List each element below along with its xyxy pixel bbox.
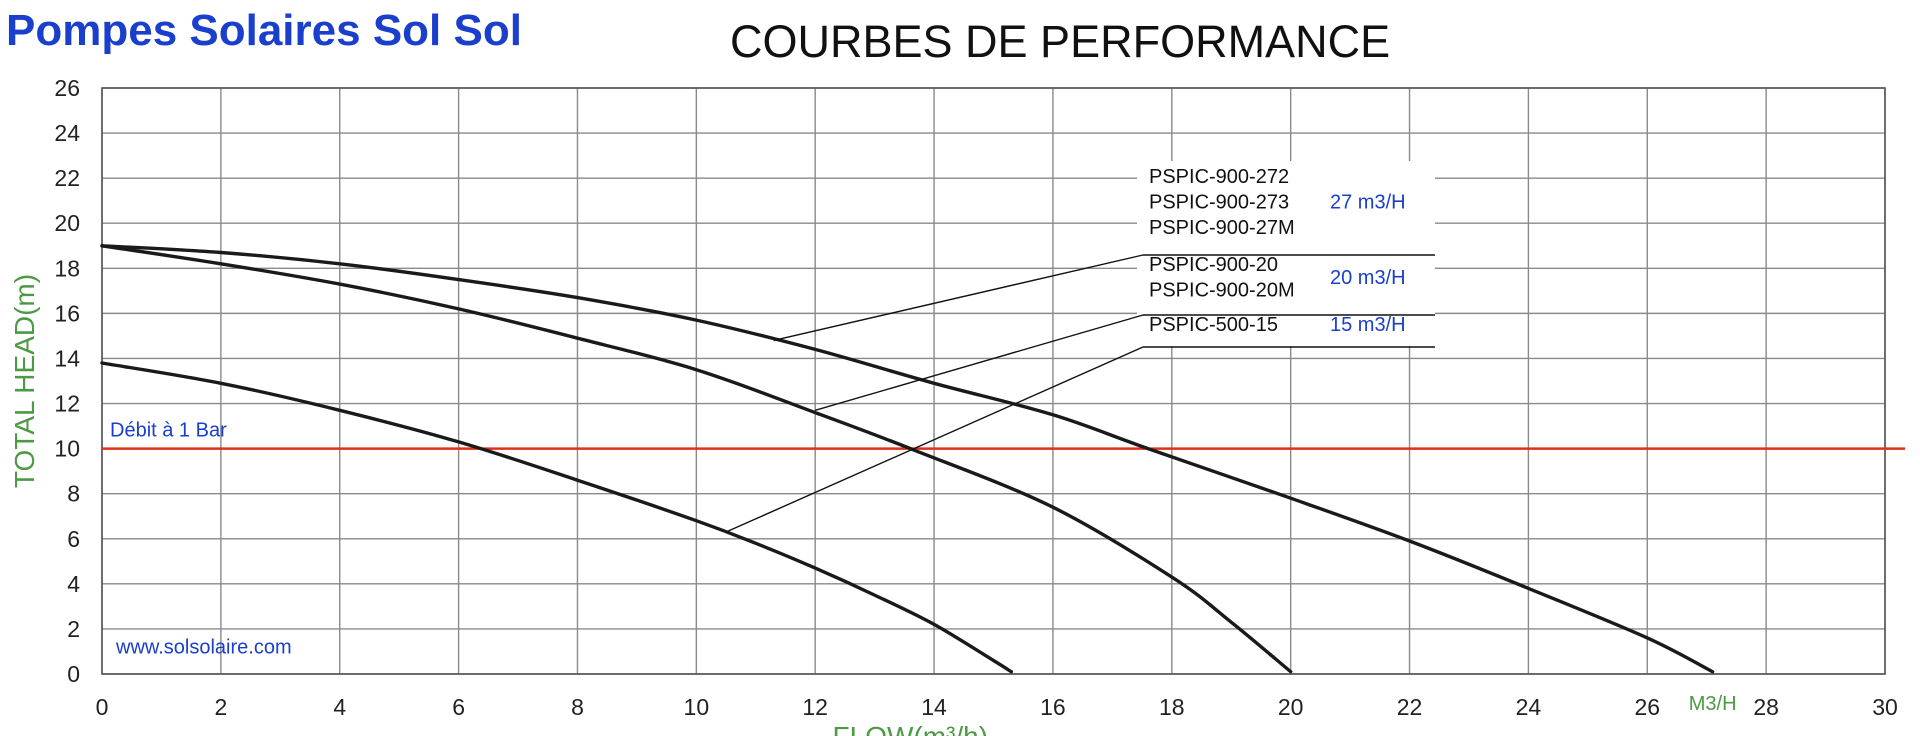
y-tick-label: 8 [67, 481, 80, 507]
y-tick-label: 6 [67, 526, 80, 552]
x-tick-label: 4 [333, 694, 346, 720]
x-tick-label: 18 [1159, 694, 1185, 720]
x-tick-label: 0 [96, 694, 109, 720]
reference-line-label: Débit à 1 Bar [110, 420, 227, 442]
x-axis-label: FLOW(m³/h) [833, 721, 989, 736]
y-tick-label: 0 [67, 661, 80, 687]
x-unit-label: M3/H [1689, 693, 1737, 715]
x-tick-label: 28 [1753, 694, 1779, 720]
brand-title: Pompes Solaires Sol Sol [6, 6, 522, 55]
legend-leader-line [815, 314, 1144, 411]
x-tick-label: 24 [1516, 694, 1542, 720]
x-tick-label: 22 [1397, 694, 1423, 720]
y-axis-label: TOTAL HEAD(m) [9, 274, 40, 488]
y-tick-label: 4 [67, 571, 80, 597]
legend-flow-label: 20 m3/H [1330, 267, 1406, 289]
x-tick-label: 10 [684, 694, 710, 720]
x-tick-label: 20 [1278, 694, 1304, 720]
x-tick-label: 30 [1872, 694, 1898, 720]
x-tick-label: 26 [1634, 694, 1660, 720]
x-tick-label: 12 [802, 694, 828, 720]
y-tick-label: 14 [54, 345, 80, 371]
y-tick-label: 24 [54, 120, 80, 146]
x-tick-label: 14 [921, 694, 947, 720]
y-tick-label: 26 [54, 75, 80, 101]
y-tick-label: 10 [54, 436, 80, 462]
legend-flow-label: 15 m3/H [1330, 314, 1406, 336]
y-tick-label: 22 [54, 165, 80, 191]
chart-title: COURBES DE PERFORMANCE [730, 16, 1391, 67]
y-tick-label: 2 [67, 616, 80, 642]
x-tick-label: 6 [452, 694, 465, 720]
performance-curve [100, 244, 1715, 674]
y-tick-label: 16 [54, 300, 80, 326]
performance-curve [100, 244, 1293, 674]
legend-model-name: PSPIC-900-273 [1149, 192, 1289, 214]
legend-leader-line [725, 346, 1144, 533]
x-tick-label: 2 [214, 694, 227, 720]
y-tick-label: 20 [54, 210, 80, 236]
legend-model-name: PSPIC-900-20M [1149, 280, 1295, 302]
legend-model-name: PSPIC-900-27M [1149, 217, 1295, 239]
legend-background [1137, 161, 1435, 254]
y-tick-label: 18 [54, 255, 80, 281]
legend-model-name: PSPIC-900-20 [1149, 254, 1278, 276]
performance-curve [100, 361, 1013, 674]
legend-model-name: PSPIC-500-15 [1149, 314, 1278, 336]
website-label: www.solsolaire.com [115, 637, 292, 659]
x-tick-label: 16 [1040, 694, 1066, 720]
legend-background [1137, 249, 1435, 314]
x-tick-label: 8 [571, 694, 584, 720]
y-tick-label: 12 [54, 391, 80, 417]
plot-frame [101, 87, 1886, 675]
legend-flow-label: 27 m3/H [1330, 192, 1406, 214]
legend-model-name: PSPIC-900-272 [1149, 166, 1289, 188]
legend-leader-line [773, 254, 1144, 342]
